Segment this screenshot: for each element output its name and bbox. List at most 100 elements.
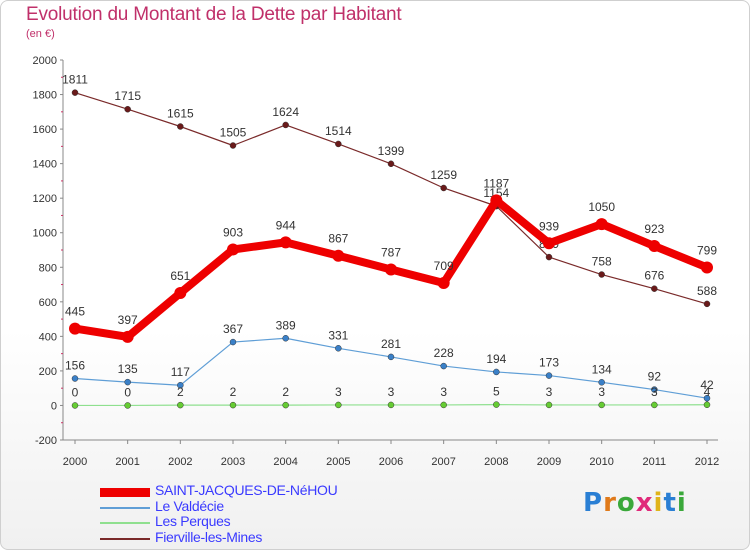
- data-point: [440, 401, 447, 409]
- data-label: 1259: [430, 168, 457, 182]
- data-point: [177, 401, 184, 409]
- data-label: 758: [592, 255, 612, 269]
- data-label: 1399: [378, 144, 405, 158]
- data-point: [387, 353, 395, 361]
- data-point: [490, 194, 503, 207]
- data-label: 228: [434, 346, 454, 360]
- data-label: 156: [65, 359, 85, 373]
- x-tick-label: 2003: [221, 456, 245, 468]
- logo-letter: P: [583, 488, 604, 518]
- data-label: 367: [223, 322, 243, 336]
- data-label: 0: [72, 385, 79, 399]
- data-label: 117: [171, 365, 190, 379]
- x-tick-label: 2012: [695, 456, 719, 468]
- data-label: 134: [592, 362, 612, 376]
- y-tick-label: 0: [51, 400, 57, 412]
- data-point: [437, 276, 450, 289]
- data-point: [648, 240, 661, 253]
- data-point: [701, 261, 713, 274]
- legend-item-fierville: Fierville-les-Mines: [100, 529, 420, 547]
- data-point: [124, 378, 131, 386]
- x-tick-label: 2000: [63, 456, 87, 468]
- legend-item-saint-jacques: SAINT-JACQUES-DE-NéHOU: [100, 482, 420, 500]
- data-label: 397: [118, 313, 138, 327]
- data-label: 0: [124, 385, 131, 399]
- data-label: 1187: [483, 176, 509, 190]
- data-point: [229, 401, 237, 409]
- logo-letter: i: [676, 488, 687, 518]
- x-tick-label: 2005: [326, 456, 350, 468]
- data-label: 135: [118, 362, 138, 376]
- data-label: 939: [539, 219, 559, 233]
- data-point: [440, 184, 447, 192]
- data-label: 194: [486, 352, 506, 366]
- data-point: [121, 330, 134, 343]
- data-point: [440, 362, 447, 370]
- data-point: [598, 401, 605, 409]
- legend-swatch: [100, 538, 150, 540]
- chart-title: Evolution du Montant de la Dette par Hab…: [26, 4, 402, 25]
- x-tick-label: 2011: [643, 456, 667, 468]
- data-label: 1505: [220, 126, 247, 140]
- data-label: 1811: [62, 73, 88, 87]
- y-tick-label: 1200: [33, 193, 57, 205]
- data-point: [177, 381, 184, 389]
- data-label: 281: [381, 337, 401, 351]
- data-point: [387, 160, 395, 168]
- data-point: [598, 379, 605, 386]
- data-point: [177, 123, 184, 130]
- data-label: 651: [170, 269, 190, 283]
- data-label: 923: [644, 222, 664, 236]
- data-label: 5: [493, 385, 500, 399]
- data-label: 331: [328, 328, 348, 342]
- data-point: [703, 300, 711, 308]
- data-point: [279, 236, 292, 249]
- x-tick-label: 2006: [379, 456, 403, 468]
- logo-letter: i: [653, 488, 664, 518]
- data-label: 1050: [588, 200, 615, 214]
- data-label: 2: [282, 385, 289, 399]
- data-point: [335, 140, 342, 148]
- legend-swatch: [100, 488, 150, 497]
- data-point: [229, 338, 237, 346]
- data-point: [543, 237, 555, 250]
- x-tick-label: 2008: [484, 456, 508, 468]
- legend-swatch: [100, 522, 150, 524]
- data-point: [227, 243, 239, 256]
- logo-letter: x: [635, 488, 654, 518]
- data-label: 42: [700, 378, 714, 392]
- data-point: [124, 105, 131, 113]
- data-point: [69, 322, 81, 335]
- proxiti-logo: Proxiti: [583, 488, 687, 518]
- data-label: 445: [65, 305, 85, 319]
- y-tick-label: 2000: [33, 55, 57, 67]
- data-label: 867: [328, 232, 348, 246]
- data-label: 787: [381, 246, 401, 260]
- legend-label: Les Perques: [155, 513, 231, 529]
- x-tick-label: 2002: [168, 456, 192, 468]
- data-label: 4: [704, 385, 711, 399]
- data-point: [282, 121, 289, 129]
- data-label: 1154: [483, 186, 509, 200]
- y-tick-label: 1800: [33, 90, 57, 102]
- data-label: 3: [598, 385, 605, 399]
- data-label: 2: [177, 385, 184, 399]
- data-point: [385, 263, 397, 276]
- data-point: [595, 218, 608, 231]
- y-tick-label: 1400: [33, 159, 57, 171]
- data-point: [493, 401, 500, 408]
- data-point: [545, 372, 553, 379]
- data-point: [703, 401, 711, 409]
- data-label: 676: [644, 269, 664, 283]
- data-label: 799: [697, 243, 717, 257]
- data-point: [598, 271, 605, 278]
- x-tick-label: 2009: [537, 456, 561, 468]
- data-point: [124, 402, 131, 409]
- data-point: [71, 402, 79, 409]
- data-label: 3: [440, 385, 447, 399]
- data-label: 709: [434, 259, 454, 273]
- x-tick-label: 2001: [115, 456, 139, 468]
- data-point: [71, 375, 79, 382]
- data-point: [335, 345, 342, 352]
